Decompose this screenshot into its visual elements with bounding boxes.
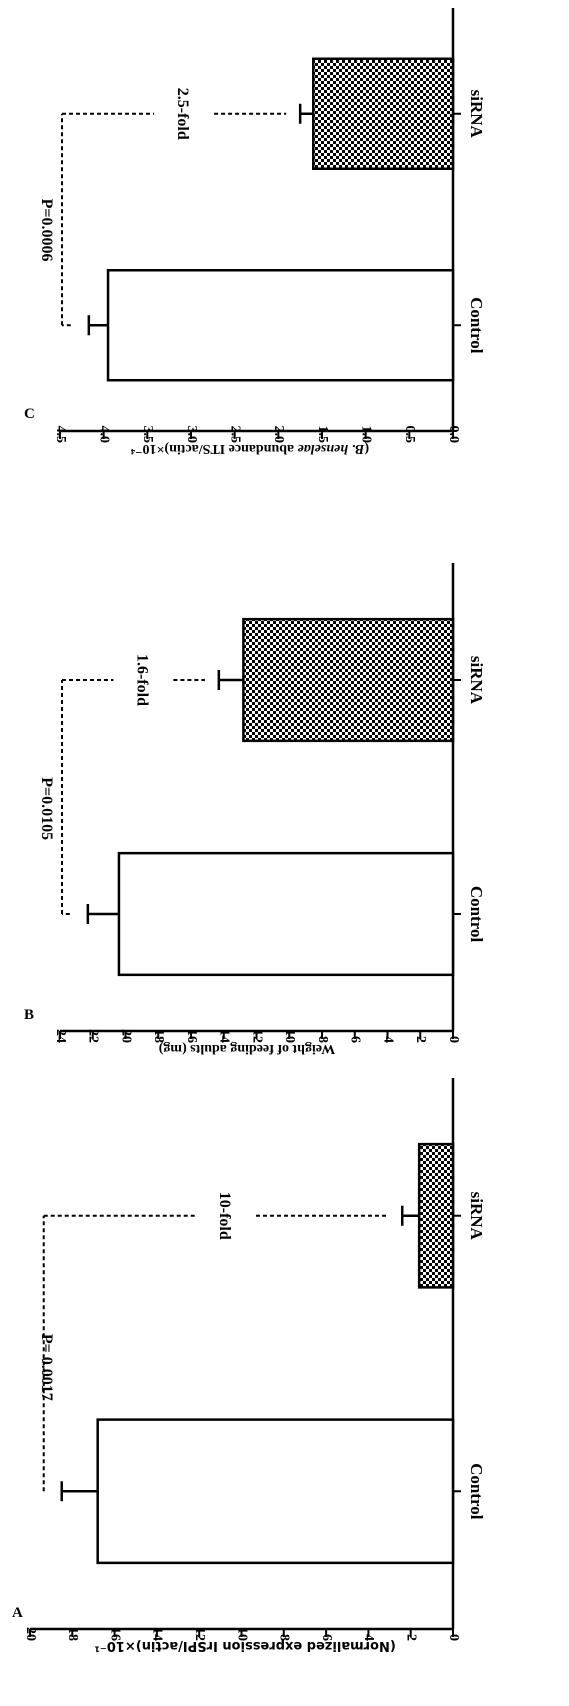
panel-c-tick-label: 2.5 (227, 426, 242, 444)
panel-a-tick-label: 18 (65, 1627, 80, 1641)
panel-a-tick-label: 4 (361, 1634, 376, 1641)
panel-a-p-value: P= 0.0017 (38, 1334, 55, 1401)
panel-b-tick-label: 10 (282, 1029, 297, 1043)
panel-b-tick-label: 18 (151, 1029, 166, 1043)
panel-a-tick-label: 6 (319, 1634, 334, 1641)
panel-b-tick-label: 14 (217, 1029, 232, 1043)
panel-b-tick-label: 6 (348, 1036, 363, 1043)
panel-b-tick-label: 2 (413, 1036, 428, 1043)
panel-c-y-axis-title: (B. henselae abundance ITS/actin)×10⁻⁴ (130, 441, 369, 456)
panel-a-bar-sirna (417, 1142, 455, 1289)
panel-a-category-label: Control (467, 1463, 486, 1520)
panel-b-fold-change: 1.6-fold (133, 654, 150, 706)
panel-c-tick-label: 1.0 (358, 426, 373, 444)
panel-b-tick-label: 12 (249, 1029, 264, 1043)
panel-b-letter: B (24, 1007, 34, 1023)
panel-c-tick-label: 0.5 (402, 426, 417, 444)
panel-c-bar-control (106, 269, 455, 382)
panel-c-chart: 0.0 0.5 1.0 1.5 2.0 2.5 3.0 3.5 4.0 4.5 Control siR… (38, 8, 486, 443)
panel-b-p-value: P=0.0105 (38, 777, 55, 840)
panel-c-tick-label: 3.5 (140, 426, 155, 444)
panel-a-tick-label: 2 (403, 1634, 418, 1641)
panel-c-p-value: P=0.0006 (38, 199, 55, 262)
panel-b-bar-control (117, 851, 455, 977)
panel-c-tick-label: 4.0 (96, 426, 111, 444)
panel-b-tick-label: 4 (380, 1036, 395, 1043)
panel-b-bar-sirna (242, 617, 455, 743)
panel-c-tick-label: 2.0 (271, 426, 286, 444)
panel-a-tick-label: 14 (150, 1627, 165, 1641)
panel-c-tick-label: 4.5 (53, 426, 68, 444)
panel-a-tick-label: 20 (23, 1627, 38, 1641)
panel-c-y-axis-title-italic: B. henselae (298, 441, 366, 456)
panel-b-tick-label: 16 (184, 1029, 199, 1043)
panel-a-chart: 0 2 4 6 8 10 12 14 16 18 20 Control siRNA P= 0.0017 10… (23, 1078, 486, 1641)
panel-c-category-label: Control (467, 297, 486, 354)
panel-b-tick-label: 22 (86, 1029, 101, 1043)
panel-c-tick-label: 1.5 (315, 426, 330, 444)
panel-c-y-axis-title-suffix: abundance ITS/actin)×10⁻⁴ (130, 441, 297, 456)
panel-c-letter: C (24, 406, 35, 422)
panel-c-tick-label: 3.0 (184, 426, 199, 444)
panel-c-category-label: siRNA (467, 90, 486, 139)
panel-b-category-label: siRNA (467, 656, 486, 705)
panel-a-letter: A (12, 1605, 23, 1621)
panel-b-y-axis-title: Weight of feeding adults (mg) (158, 1041, 335, 1056)
panel-a-fold-change: 10-fold (216, 1192, 233, 1240)
panel-b-tick-label: 20 (118, 1029, 133, 1043)
panel-c-tick-label: 0.0 (446, 426, 461, 444)
panel-a-category-label: siRNA (467, 1192, 486, 1241)
panel-b-chart: 024681012141618202224ControlsiRNAP=0.010… (38, 563, 486, 1043)
panel-b-tick-label: 24 (53, 1029, 68, 1043)
panel-c-fold-change: 2.5-fold (174, 88, 191, 140)
panel-a-tick-label: 8 (277, 1634, 292, 1641)
panel-b-tick-label: 8 (315, 1036, 330, 1043)
panel-c-y-axis-title-prefix: ( (364, 441, 369, 456)
panel-b-tick-label: 0 (446, 1036, 461, 1043)
panel-a-tick-label: 10 (234, 1627, 249, 1641)
panel-a-tick-label: 12 (192, 1627, 207, 1641)
panel-a-tick-label: 16 (107, 1627, 122, 1641)
panel-a-y-axis-title: (Normalized expression IrSPI/actin)×10⁻¹ (94, 1638, 396, 1653)
panel-a-bar-control (96, 1418, 455, 1565)
panel-a-tick-label: 0 (446, 1634, 461, 1641)
panel-c-bar-sirna (312, 57, 455, 170)
panel-b-category-label: Control (467, 886, 486, 943)
